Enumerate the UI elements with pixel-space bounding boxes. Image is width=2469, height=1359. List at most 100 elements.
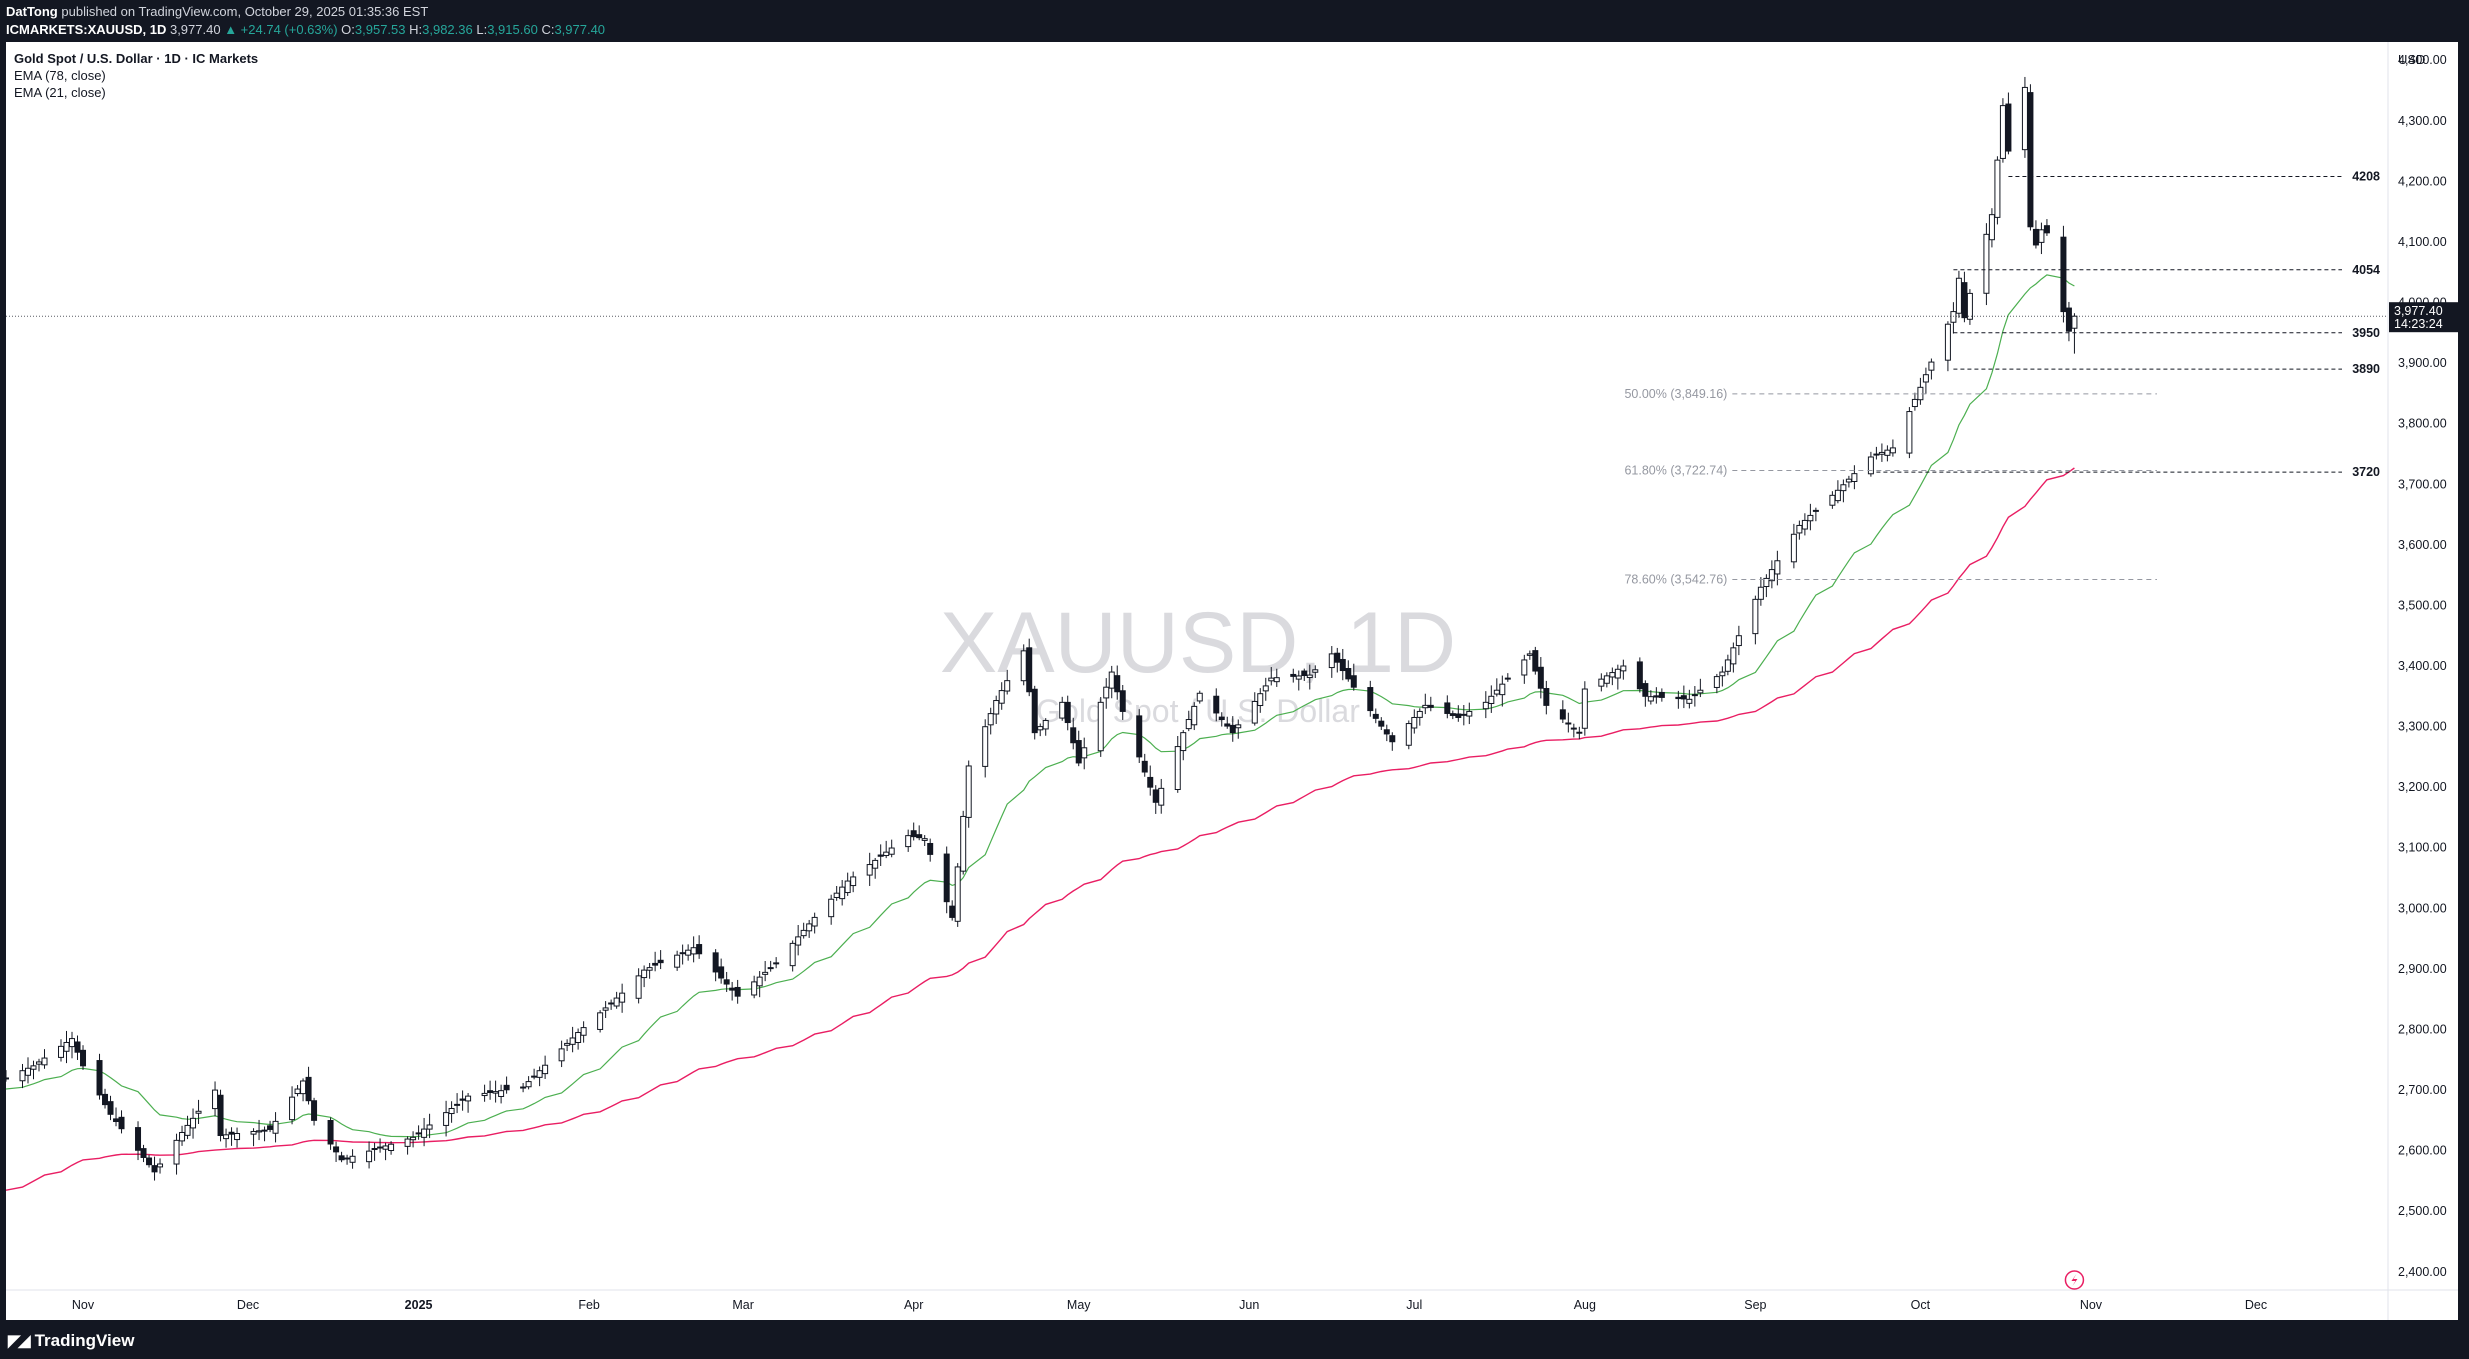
candle-up [1037,726,1044,731]
candle-up [19,1070,26,1082]
legend-title[interactable]: Gold Spot / U.S. Dollar · 1D · IC Market… [14,51,259,66]
chart-legend: Gold Spot / U.S. Dollar · 1D · IC Market… [14,50,258,101]
candle-up [690,947,697,955]
candle-up [960,815,967,872]
candle-up [1944,323,1951,361]
fib-level-label: 50.00% (3,849.16) [1624,387,1727,401]
y-tick-label: 2,600.00 [2398,1144,2447,1158]
candle-down [377,1146,384,1149]
chart-frame[interactable]: USD XAUUSD, 1D Gold Spot / U.S. Dollar 2,40… [6,42,2458,1320]
price-tag-box [2389,302,2458,333]
publish-info: DatTong published on TradingView.com, Oc… [6,4,428,19]
candle-up [1004,680,1011,692]
candle-up [597,1012,604,1030]
candle-up [751,981,758,996]
candle-up [1526,653,1533,656]
x-tick-label: May [1067,1298,1091,1312]
candle-up [844,880,851,894]
candle-up [850,876,857,887]
candle-down [151,1165,158,1173]
x-tick-label: Jun [1239,1298,1259,1312]
candle-up [866,864,873,876]
candle-up [641,969,648,979]
candle-up [179,1131,186,1142]
candle-down [729,987,736,991]
candle-down [459,1098,466,1101]
candle-down [338,1155,345,1161]
y-tick-label: 4,300.00 [2398,114,2447,128]
candle-up [531,1075,538,1078]
candle-up [1482,701,1489,710]
candle-up [1851,473,1858,482]
tradingview-logo[interactable]: ◤◢ TradingView [8,1331,134,1351]
candle-up [1059,701,1066,719]
candle-up [1614,668,1621,679]
candle-down [1229,724,1236,734]
candle-down [333,1146,340,1153]
candle-up [1840,484,1847,492]
candle-down [916,834,923,839]
candle-down [1147,776,1154,788]
candle-down [1543,688,1550,706]
symbol-name[interactable]: ICMARKETS:XAUUSD, 1D [6,22,167,37]
candle-up [1928,361,1935,371]
candle-up [1834,489,1841,502]
candle-down [1576,731,1583,734]
candle-up [564,1042,571,1046]
legend-ema-slow[interactable]: EMA (78, close) [14,68,106,83]
candle-up [448,1107,455,1115]
y-tick-label: 4,200.00 [2398,174,2447,188]
currency-label: USD [2398,52,2425,67]
low-value: 3,915.60 [487,22,538,37]
candle-down [311,1100,318,1121]
legend-ema-fast[interactable]: EMA (21, close) [14,85,106,100]
lightning-icon [2064,1270,2085,1290]
candle-up [1488,695,1495,704]
candle-down [1350,675,1357,688]
candle-down [2027,92,2034,228]
candle-up [872,859,879,869]
fib-level-label: 61.80% (3,722.74) [1624,463,1727,477]
x-tick-label: Dec [237,1298,259,1312]
candle-up [344,1157,351,1160]
candle-up [1730,647,1737,665]
author-name[interactable]: DatTong [6,4,58,19]
candle-up [679,952,686,955]
close-label: C: [541,22,555,37]
candle-up [1174,746,1181,791]
candle-down [734,986,741,997]
candle-up [1020,650,1027,682]
candle-up [795,936,802,946]
candle-down [140,1148,147,1158]
candles-group [6,76,2078,1181]
candle-down [1658,691,1665,698]
candle-down [1455,713,1462,718]
candle-up [674,954,681,968]
x-tick-label: Apr [904,1298,923,1312]
candle-up [613,997,620,1007]
candle-up [1598,678,1605,687]
candle-up [685,949,692,956]
candle-up [520,1086,527,1089]
candle-down [1218,716,1225,721]
y-tick-label: 4,100.00 [2398,235,2447,249]
candle-up [1097,701,1104,752]
candle-up [1812,509,1819,512]
candle-up [1042,720,1049,730]
candle-up [195,1110,202,1114]
candle-up [1922,374,1929,383]
candle-up [602,1007,609,1011]
candle-up [443,1112,450,1126]
candle-up [6,1077,9,1080]
y-tick-label: 3,300.00 [2398,720,2447,734]
candle-up [580,1027,587,1036]
candle-up [1867,456,1874,475]
footer-bar [0,1320,2469,1359]
candle-up [250,1130,257,1135]
candle-down [1653,695,1660,698]
candle-down [1636,661,1643,690]
candle-up [1191,705,1198,726]
last-price: 3,977.40 [169,22,221,37]
fib-level-label: 78.60% (3,542.76) [1624,573,1727,587]
